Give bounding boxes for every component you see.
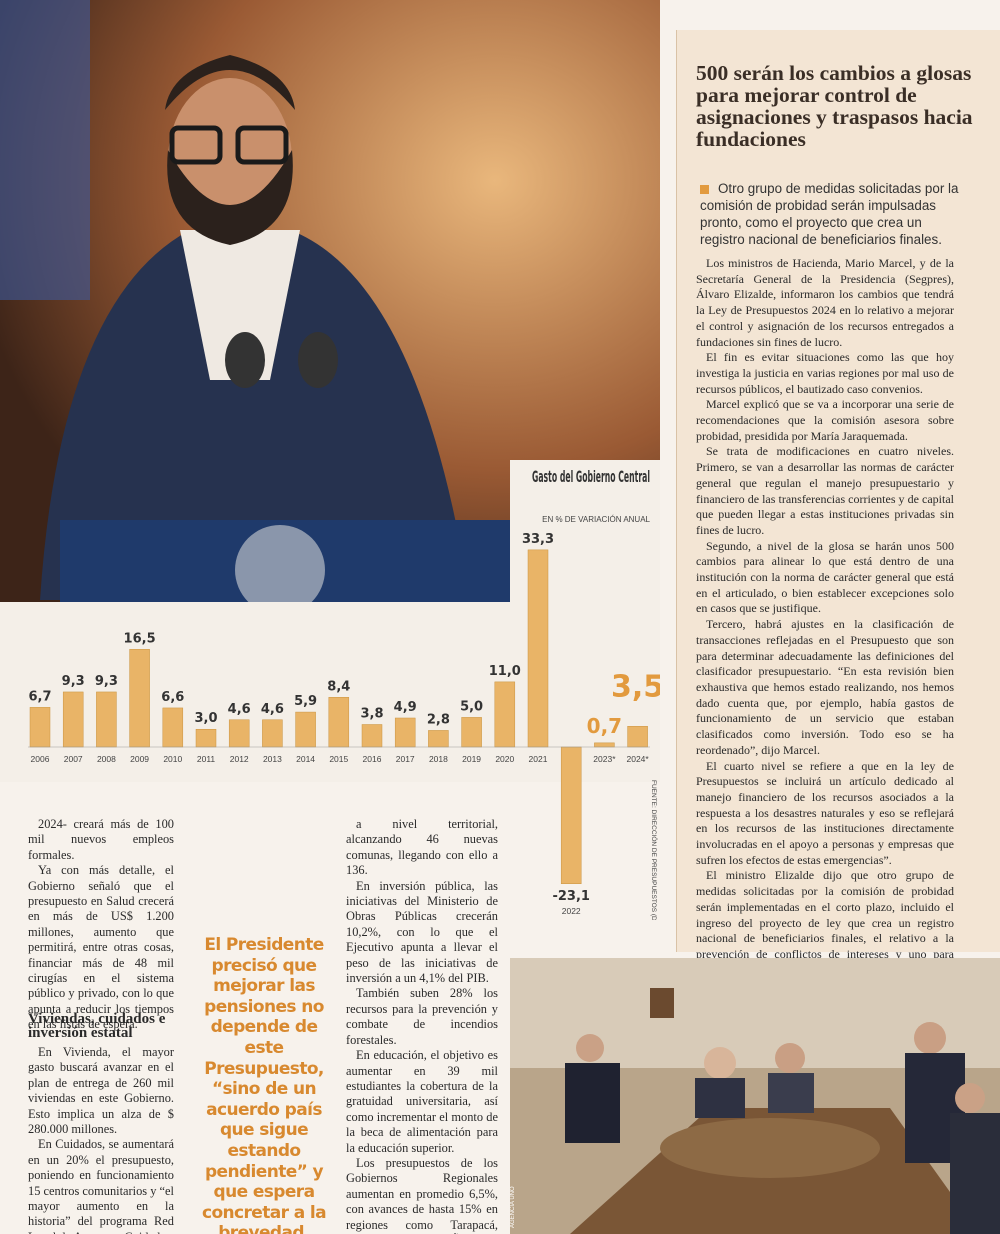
- value-label: 4,6: [228, 702, 251, 717]
- x-tick-label: 2017: [396, 754, 415, 764]
- paragraph: Tercero, habrá ajustes en la clasificaci…: [696, 617, 954, 757]
- bar: [129, 649, 150, 748]
- paragraph: En educación, el objetivo es aumentar en…: [346, 1048, 498, 1155]
- photo-credit: AGENCIA UNO: [510, 1186, 516, 1228]
- value-label: 2,8: [427, 712, 450, 727]
- bar: [428, 730, 449, 748]
- value-label: 4,6: [261, 702, 284, 717]
- value-label: 6,6: [161, 690, 184, 705]
- column-1b: En Vivienda, el mayor gasto buscará avan…: [28, 1045, 174, 1234]
- bar: [29, 707, 51, 748]
- value-label: 5,9: [294, 694, 317, 709]
- chart-source: FUENTE: DIRECCIÓN DE PRESUPUESTOS (DIPRE…: [650, 780, 659, 920]
- photo-president: [0, 0, 660, 602]
- paragraph: En Vivienda, el mayor gasto buscará avan…: [28, 1045, 174, 1137]
- paragraph: Los ministros de Hacienda, Mario Marcel,…: [696, 256, 954, 349]
- paragraph: a nivel territorial, alcanzando 46 nueva…: [346, 817, 498, 878]
- value-label: 6,7: [28, 689, 51, 704]
- value-label: 11,0: [489, 664, 521, 679]
- bar: [195, 728, 217, 748]
- x-tick-label: 2013: [263, 754, 282, 764]
- x-tick-label: 2016: [363, 754, 382, 764]
- paragraph: Segundo, a nivel de la glosa se harán un…: [696, 538, 954, 616]
- sidebar-background: [676, 30, 1000, 952]
- bar: [594, 742, 615, 748]
- value-label: 3,5: [611, 669, 660, 704]
- x-tick-label: 2024*: [626, 754, 649, 764]
- x-tick-label: 2012: [230, 754, 249, 764]
- bar: [461, 717, 482, 748]
- headline: 500 serán los cambios a glosas para mejo…: [696, 61, 973, 151]
- paragraph: Marcel explicó que se va a incorporar un…: [696, 397, 954, 443]
- value-label: 3,0: [194, 711, 217, 726]
- bar: [62, 691, 84, 748]
- paragraph: En inversión pública, las iniciativas de…: [346, 878, 498, 986]
- paragraph: El fin es evitar situaciones como las qu…: [696, 350, 954, 396]
- x-tick-label: 2020: [495, 754, 514, 764]
- x-tick-label: 2007: [64, 754, 83, 764]
- x-tick-label: 2014: [296, 754, 315, 764]
- sidebar-body: Los ministros de Hacienda, Mario Marcel,…: [696, 256, 954, 978]
- value-label: 8,4: [327, 679, 350, 694]
- bar: [262, 719, 283, 748]
- bar: [162, 707, 184, 748]
- value-label: 0,7: [587, 714, 622, 738]
- bar: [228, 719, 250, 748]
- lead-marker: [700, 185, 709, 194]
- x-tick-label: 2022: [562, 906, 581, 916]
- value-label: 33,3: [522, 532, 554, 547]
- paragraph: En Cuidados, se aumentará en un 20% el p…: [28, 1137, 174, 1234]
- value-label: -23,1: [552, 889, 589, 904]
- chart-title-1: Gasto del Gobierno Central: [532, 467, 650, 486]
- paragraph: Ya con más detalle, el Gobierno señaló q…: [28, 863, 174, 1032]
- value-label: 9,3: [95, 674, 118, 689]
- x-tick-label: 2018: [429, 754, 448, 764]
- x-tick-label: 2008: [97, 754, 116, 764]
- bar: [527, 549, 549, 748]
- lead: Otro grupo de medidas solicitadas por la…: [700, 181, 959, 247]
- photo-meeting: AGENCIA UNO: [510, 958, 1000, 1234]
- x-tick-label: 2021: [529, 754, 548, 764]
- bar: [361, 724, 383, 748]
- value-label: 16,5: [124, 631, 156, 646]
- paragraph: El cuarto nivel se refiere a que en la l…: [696, 758, 954, 867]
- x-tick-label: 2019: [462, 754, 481, 764]
- paragraph: También suben 28% los recursos para la p…: [346, 986, 498, 1047]
- x-tick-label: 2010: [163, 754, 182, 764]
- value-label: 5,0: [460, 699, 483, 714]
- bar: [627, 726, 648, 748]
- x-tick-label: 2011: [197, 754, 216, 764]
- column-1: 2024- creará más de 100 mil nuevos emple…: [28, 817, 174, 1033]
- bar: [560, 746, 582, 885]
- pull-quote: El Presidente precisó que mejorar las pe…: [201, 935, 327, 1234]
- bar: [494, 681, 516, 748]
- x-tick-label: 2023*: [593, 754, 616, 764]
- column-3: a nivel territorial, alcanzando 46 nueva…: [346, 817, 498, 1234]
- chart-subtitle: EN % DE VARIACIÓN ANUAL: [542, 515, 650, 524]
- chart: Gasto del Gobierno Central EN % DE VARIA…: [0, 460, 660, 920]
- bar: [394, 717, 416, 748]
- value-label: 3,8: [360, 707, 383, 722]
- paragraph: Se trata de modificaciones en cuatro niv…: [696, 444, 954, 537]
- value-label: 9,3: [62, 674, 85, 689]
- bar: [96, 691, 117, 748]
- x-tick-label: 2009: [130, 754, 149, 764]
- paragraph: Los presupuestos de los Gobiernos Region…: [346, 1155, 498, 1234]
- x-tick-label: 2006: [31, 754, 50, 764]
- value-label: 4,9: [394, 700, 417, 715]
- bar: [295, 711, 316, 748]
- subhead: Viviendas, cuidados e inversión estatal: [28, 1011, 166, 1041]
- paragraph: 2024- creará más de 100 mil nuevos emple…: [28, 817, 174, 862]
- paragraph: El ministro Elizalde dijo que otro grupo…: [696, 868, 954, 976]
- bar: [328, 697, 350, 748]
- x-tick-label: 2015: [329, 754, 348, 764]
